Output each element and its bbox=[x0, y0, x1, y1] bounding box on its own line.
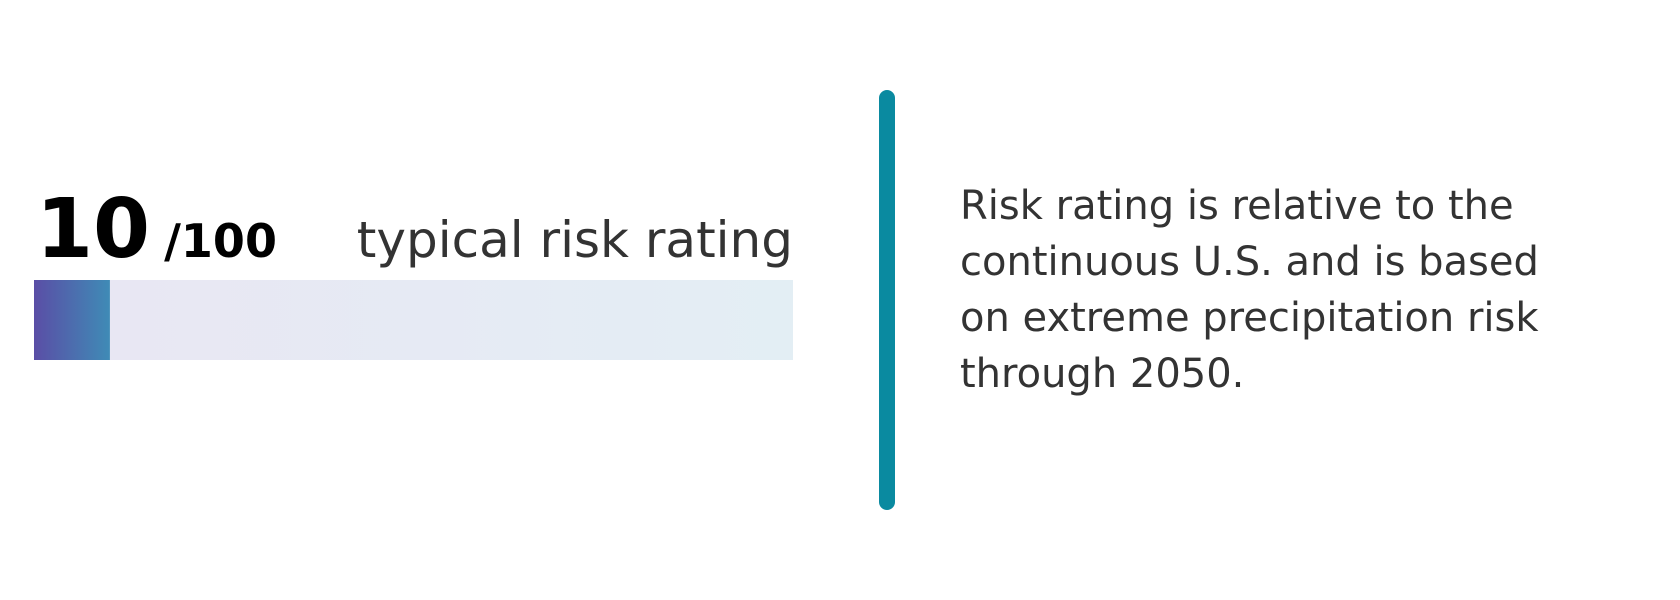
description-line: Risk rating is relative to the bbox=[960, 183, 1514, 229]
gauge-fill bbox=[34, 280, 110, 360]
gauge-track bbox=[34, 280, 793, 360]
divider bbox=[879, 90, 895, 510]
description-line: continuous U.S. and is based bbox=[960, 239, 1539, 285]
description: Risk rating is relative to the continuous… bbox=[960, 183, 1539, 397]
description-line: on extreme precipitation risk bbox=[960, 295, 1539, 341]
score-value: 10 bbox=[36, 182, 150, 277]
description-line: through 2050. bbox=[960, 351, 1244, 397]
rating-label: typical risk rating bbox=[357, 211, 793, 269]
score-max: /100 bbox=[164, 214, 277, 268]
